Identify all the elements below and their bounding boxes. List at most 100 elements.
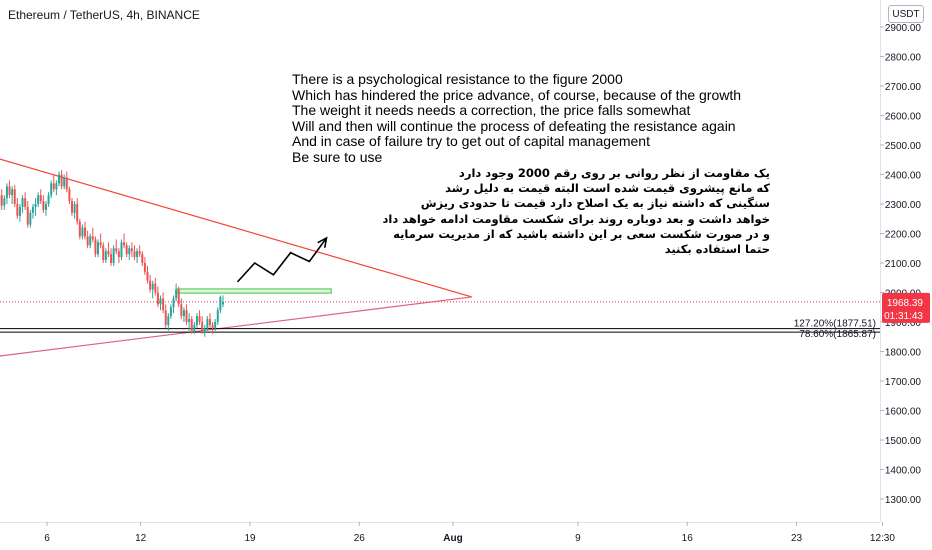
candle-body bbox=[91, 236, 94, 240]
candle bbox=[198, 310, 201, 325]
candle-body bbox=[219, 296, 222, 311]
arrowhead bbox=[317, 236, 328, 248]
candle-body bbox=[107, 251, 110, 255]
candle-body bbox=[190, 319, 193, 331]
candle bbox=[71, 198, 74, 216]
candle-body bbox=[60, 174, 63, 187]
candle bbox=[24, 192, 27, 210]
candle-body bbox=[24, 198, 27, 207]
candle bbox=[63, 174, 66, 190]
persian-note-line: حتما استفاده بکنید bbox=[664, 242, 770, 257]
candle-body bbox=[136, 251, 139, 258]
english-note-line: Will and then will continue the process … bbox=[292, 117, 736, 134]
price-tick-label: 2100.00 bbox=[885, 259, 922, 270]
price-tick-label: 1600.00 bbox=[885, 407, 922, 418]
persian-note-line: خواهد داشت و بعد دوباره روند برای شکست م… bbox=[382, 211, 770, 226]
candle-body bbox=[8, 186, 11, 196]
candle bbox=[175, 283, 178, 302]
english-note-line: Be sure to use bbox=[292, 148, 383, 165]
candle-body bbox=[18, 206, 21, 216]
candle bbox=[120, 239, 123, 261]
candle-body bbox=[68, 189, 71, 202]
candle bbox=[94, 236, 97, 258]
lower-trendline bbox=[0, 296, 472, 357]
price-tick-label: 1400.00 bbox=[885, 466, 922, 477]
time-axis[interactable]: 6 12 19 26 Aug 9 16 23 12:30 bbox=[0, 522, 932, 550]
candle-body bbox=[13, 189, 16, 204]
candle-body bbox=[117, 251, 120, 258]
candle-body bbox=[39, 195, 42, 202]
candle bbox=[133, 245, 136, 261]
price-tick-label: 2700.00 bbox=[885, 82, 922, 93]
time-tick-label: 19 bbox=[244, 533, 256, 544]
candle bbox=[16, 198, 19, 219]
english-note-line: Which has hindered the price advance, of… bbox=[292, 86, 742, 103]
candle bbox=[29, 209, 32, 228]
price-tick-label: 2900.00 bbox=[885, 23, 922, 34]
candle bbox=[107, 242, 110, 258]
price-tick-label: 2600.00 bbox=[885, 112, 922, 123]
candle-body bbox=[37, 195, 40, 204]
candle bbox=[52, 174, 55, 193]
overlay-layer: 127.20%(1877.51)78.60%(1865.87) bbox=[236, 236, 876, 340]
price-tick-label: 2200.00 bbox=[885, 230, 922, 241]
time-tick-label: 26 bbox=[354, 533, 366, 544]
candle-body bbox=[31, 206, 34, 213]
candle bbox=[141, 251, 144, 266]
currency-button[interactable]: USDT bbox=[888, 5, 924, 23]
candle bbox=[169, 304, 172, 320]
candle bbox=[84, 221, 87, 240]
candle bbox=[185, 304, 188, 325]
price-tick-label: 1900.00 bbox=[885, 318, 922, 329]
candle-body bbox=[216, 310, 219, 322]
candle-body bbox=[146, 271, 149, 281]
candle-body bbox=[57, 174, 60, 184]
english-note-line: And in case of failure try to get out of… bbox=[292, 133, 650, 150]
candle bbox=[123, 233, 126, 249]
candle-body bbox=[55, 183, 58, 190]
candle bbox=[13, 184, 16, 207]
candle bbox=[206, 316, 209, 331]
bar-countdown: 01:31:43 bbox=[884, 311, 923, 322]
persian-note-line: یک مقاومت از نظر روانی بر روی رقم 2000 و… bbox=[458, 166, 770, 180]
candle bbox=[68, 186, 71, 204]
candle-body bbox=[78, 221, 81, 237]
candle bbox=[18, 204, 21, 222]
candle bbox=[44, 201, 47, 216]
time-tick-label: 23 bbox=[791, 533, 803, 544]
candle-body bbox=[177, 289, 180, 305]
candle bbox=[151, 280, 154, 299]
candle bbox=[110, 248, 113, 266]
candle-body bbox=[214, 322, 217, 328]
candle bbox=[78, 218, 81, 240]
candle-body bbox=[208, 319, 211, 325]
candle bbox=[115, 239, 118, 255]
candle-body bbox=[102, 245, 105, 261]
candle bbox=[3, 195, 6, 210]
candle bbox=[190, 316, 193, 334]
candle-body bbox=[26, 206, 29, 225]
candle bbox=[143, 257, 146, 275]
candle bbox=[164, 304, 167, 328]
candle bbox=[99, 233, 102, 249]
english-note-line: There is a psychological resistance to t… bbox=[292, 71, 623, 87]
candle bbox=[172, 295, 175, 314]
candle-body bbox=[47, 195, 50, 204]
candles-layer bbox=[0, 170, 224, 337]
candle-body bbox=[94, 239, 97, 255]
candle-body bbox=[125, 245, 128, 255]
candle-body bbox=[195, 316, 198, 325]
candle bbox=[47, 192, 50, 207]
candle bbox=[97, 239, 100, 258]
price-axis[interactable]: 2900.00 2800.00 2700.00 2600.00 2500.00 2400.… bbox=[880, 0, 932, 550]
candle-body bbox=[52, 183, 55, 190]
candle-body bbox=[143, 263, 146, 272]
price-tick-label: 2400.00 bbox=[885, 171, 922, 182]
candle-body bbox=[133, 251, 136, 258]
symbol-title[interactable]: Ethereum / TetherUS, 4h, BINANCE bbox=[8, 8, 200, 22]
candle bbox=[214, 319, 217, 331]
candle bbox=[31, 204, 34, 219]
candle bbox=[149, 274, 152, 293]
candle bbox=[128, 245, 131, 261]
